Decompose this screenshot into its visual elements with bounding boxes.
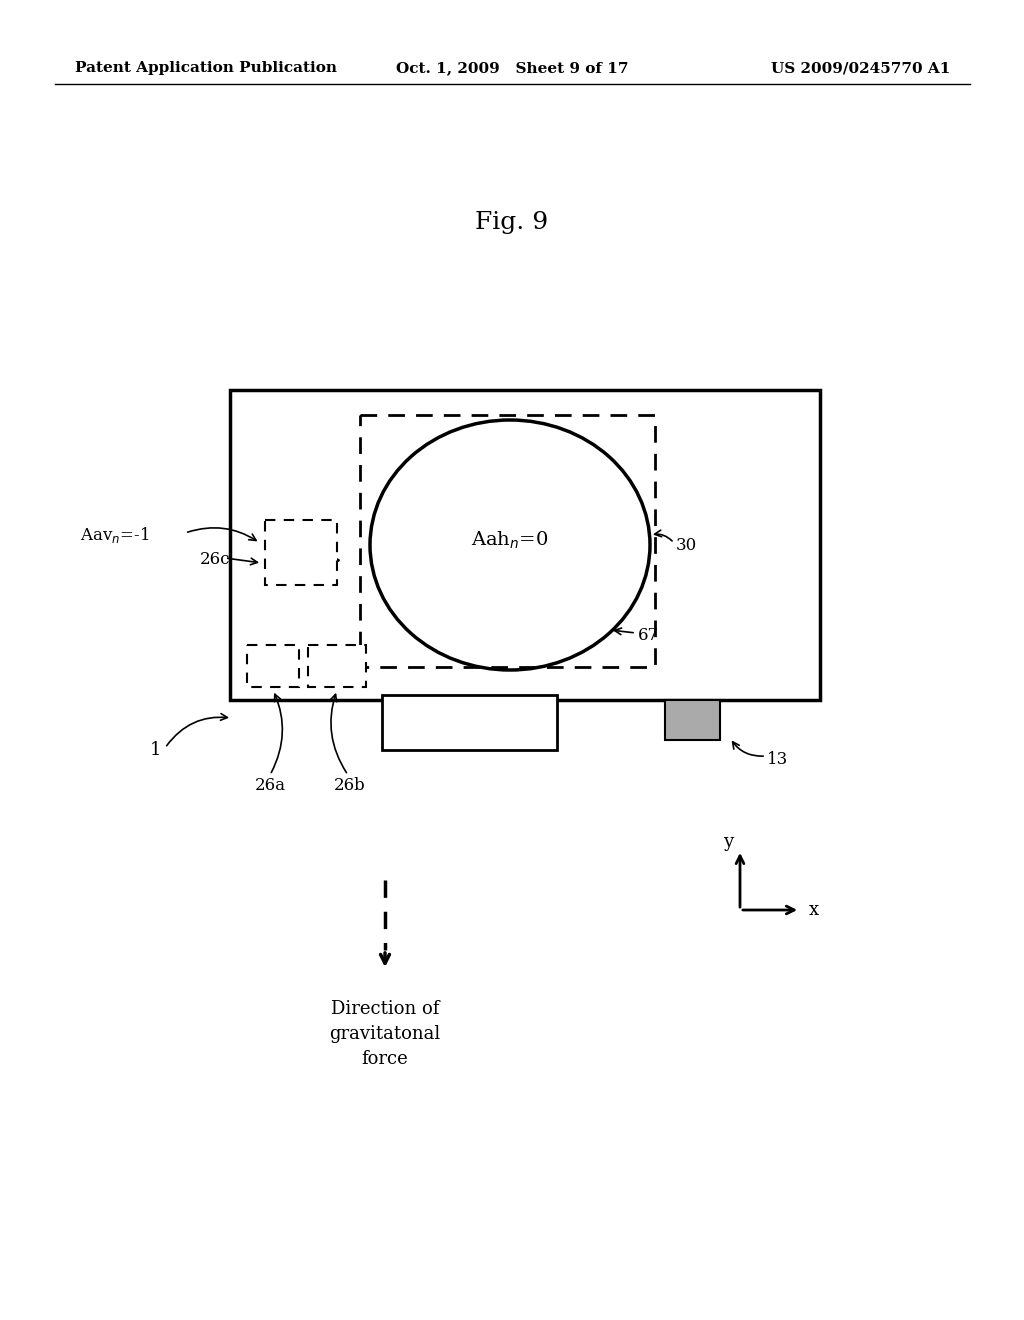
Text: 67: 67 [638, 627, 659, 644]
Text: Aav$_n$=-1: Aav$_n$=-1 [80, 525, 150, 545]
Bar [247, 645, 299, 686]
Text: Oct. 1, 2009   Sheet 9 of 17: Oct. 1, 2009 Sheet 9 of 17 [395, 61, 629, 75]
Text: 13: 13 [767, 751, 788, 768]
Text: 26c: 26c [200, 552, 230, 569]
Bar [308, 645, 366, 686]
Text: 1: 1 [150, 741, 161, 759]
Bar [230, 389, 820, 700]
Text: Direction of
gravitatonal
force: Direction of gravitatonal force [330, 1001, 440, 1068]
Ellipse shape [370, 420, 650, 671]
Bar [360, 414, 655, 667]
Text: US 2009/0245770 A1: US 2009/0245770 A1 [771, 61, 950, 75]
Text: x: x [809, 902, 819, 919]
Text: Aah$_n$=0: Aah$_n$=0 [471, 529, 549, 550]
Bar [265, 520, 337, 585]
Bar [665, 700, 720, 741]
Text: 26a: 26a [255, 776, 286, 793]
Text: Fig. 9: Fig. 9 [475, 210, 549, 234]
Text: 30: 30 [676, 536, 697, 553]
Text: Patent Application Publication: Patent Application Publication [75, 61, 337, 75]
Text: 26b: 26b [334, 776, 366, 793]
Bar [382, 696, 557, 750]
Text: y: y [723, 833, 733, 851]
